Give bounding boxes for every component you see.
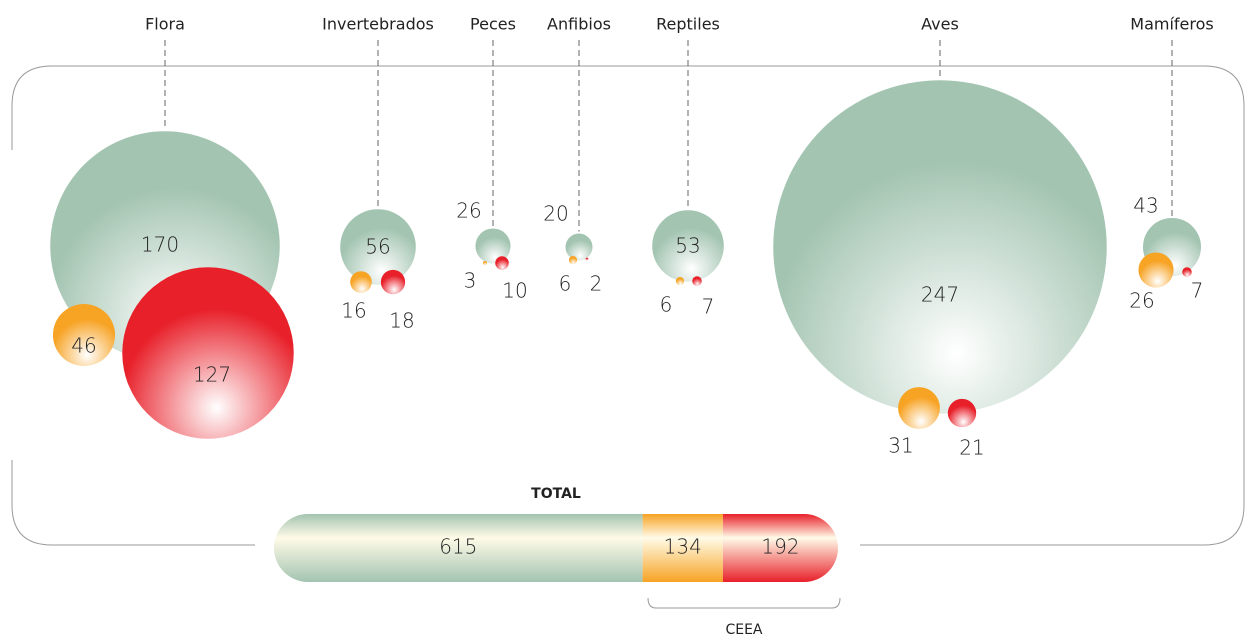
bubble: [482, 260, 488, 266]
value-label: 18: [389, 309, 414, 333]
total-value-label: 615: [439, 535, 477, 559]
bubble: [692, 276, 702, 286]
value-label: 26: [1129, 289, 1154, 313]
value-label: 2: [590, 272, 603, 296]
frame: [11, 460, 255, 546]
value-label: 20: [543, 202, 568, 226]
total-value-label: 192: [761, 535, 799, 559]
value-label: 7: [702, 295, 715, 319]
total-title: TOTAL: [531, 486, 581, 502]
value-label: 46: [71, 334, 96, 358]
total-segment: [722, 514, 838, 582]
bubble: [495, 256, 509, 270]
bubble: [1138, 252, 1174, 288]
value-label: 43: [1133, 194, 1158, 218]
value-label: 6: [660, 293, 673, 317]
category-label: Invertebrados: [322, 15, 434, 34]
value-label: 6: [559, 272, 572, 296]
bubble: [475, 228, 511, 264]
category-label: Reptiles: [656, 15, 720, 34]
value-label: 16: [341, 299, 366, 323]
bracket: [647, 597, 841, 609]
category-label: Peces: [470, 15, 516, 34]
bubble: [52, 303, 116, 367]
bubble: [652, 210, 724, 282]
frame: [11, 65, 1245, 546]
bracket-label: CEEA: [725, 622, 762, 638]
bubble: [585, 257, 589, 261]
category-label: Aves: [921, 15, 959, 34]
value-label: 7: [1191, 279, 1204, 303]
value-label: 26: [456, 199, 481, 223]
value-label: 31: [888, 434, 913, 458]
value-label: 127: [193, 363, 231, 387]
bubble: [568, 255, 578, 265]
category-label: Mamíferos: [1130, 15, 1213, 34]
bubble: [773, 80, 1107, 414]
bubble: [340, 209, 416, 285]
bubble: [350, 271, 372, 293]
value-label: 10: [502, 279, 527, 303]
value-label: 53: [675, 234, 700, 258]
category-label: Anfibios: [547, 15, 611, 34]
bubble: [122, 267, 294, 439]
total-segment: [642, 514, 723, 582]
bubble: [947, 398, 977, 428]
bubble: [675, 276, 685, 286]
bubble: [898, 387, 940, 429]
value-label: 21: [959, 436, 984, 460]
bubble: [1182, 267, 1192, 277]
bubble: [380, 269, 406, 295]
value-label: 3: [464, 269, 477, 293]
bubble: [565, 233, 593, 261]
value-label: 56: [365, 235, 390, 259]
value-label: 247: [921, 283, 959, 307]
total-segment: [274, 514, 643, 582]
value-label: 170: [141, 233, 179, 257]
total-value-label: 134: [664, 535, 702, 559]
category-label: Flora: [145, 15, 185, 34]
